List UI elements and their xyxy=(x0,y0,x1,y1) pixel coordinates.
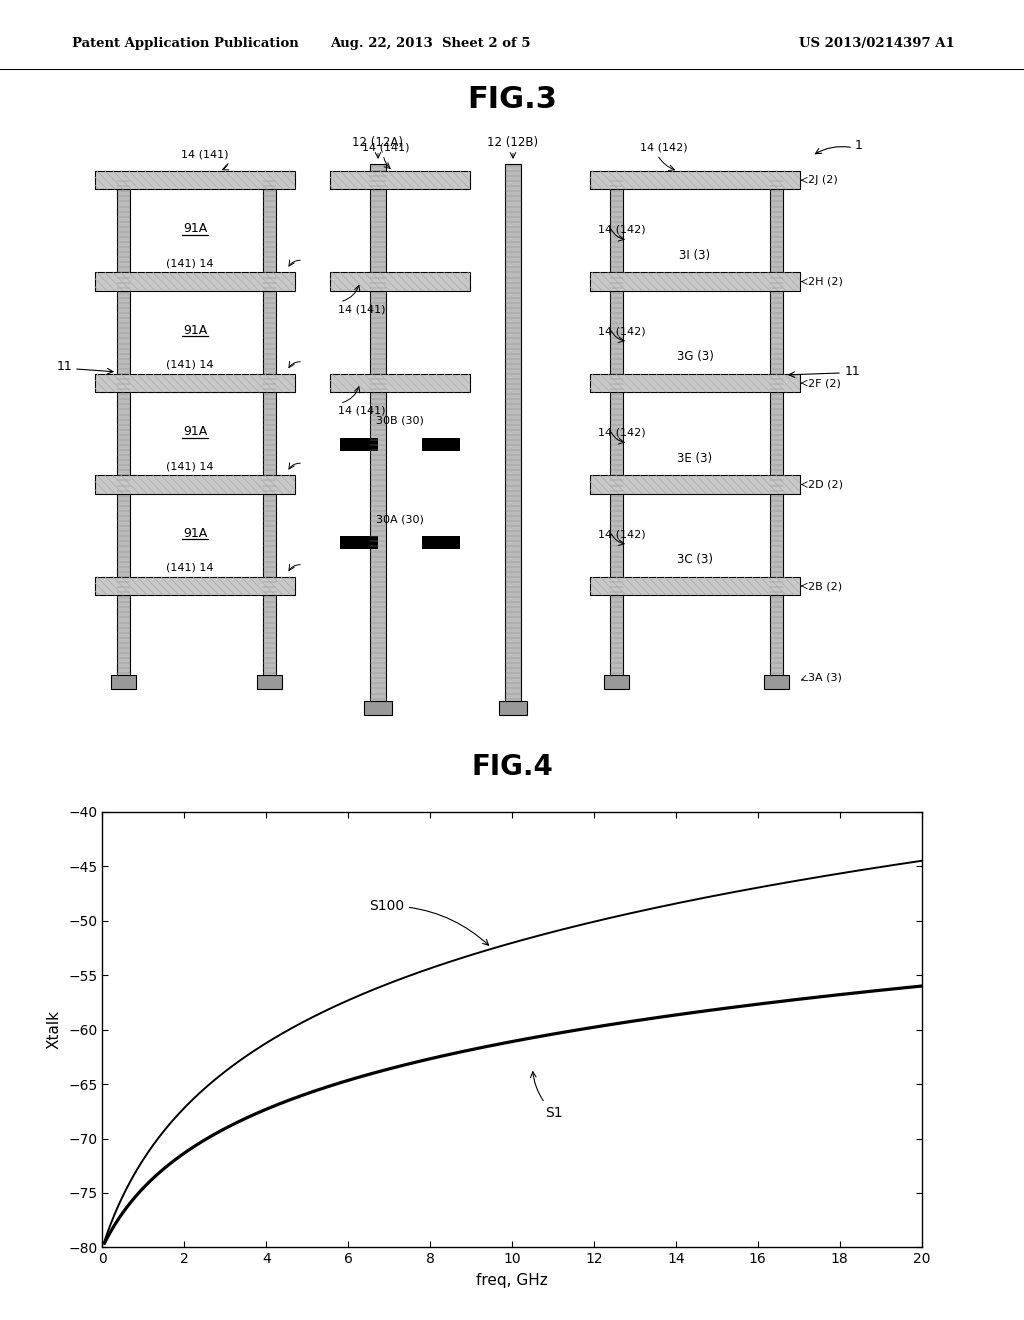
Text: 91A: 91A xyxy=(183,425,207,438)
Text: 30A (30): 30A (30) xyxy=(376,513,424,524)
Text: 2H (2): 2H (2) xyxy=(808,277,843,286)
Y-axis label: Xtalk: Xtalk xyxy=(46,1010,61,1049)
Text: (141) 14: (141) 14 xyxy=(166,461,214,471)
Text: (141) 14: (141) 14 xyxy=(166,259,214,268)
Bar xyxy=(330,272,470,290)
Text: 3A (3): 3A (3) xyxy=(808,672,842,682)
Bar xyxy=(590,272,800,290)
Text: 30B (30): 30B (30) xyxy=(376,416,424,425)
Text: S100: S100 xyxy=(369,899,488,945)
Text: (141) 14: (141) 14 xyxy=(166,562,214,573)
Text: 2B (2): 2B (2) xyxy=(808,581,842,591)
Bar xyxy=(590,475,800,494)
Bar xyxy=(111,676,136,689)
Text: 3G (3): 3G (3) xyxy=(677,350,714,363)
Text: 14 (142): 14 (142) xyxy=(598,326,645,337)
Bar xyxy=(422,438,460,451)
Bar xyxy=(764,676,790,689)
Text: Aug. 22, 2013  Sheet 2 of 5: Aug. 22, 2013 Sheet 2 of 5 xyxy=(330,37,530,50)
Text: 14 (141): 14 (141) xyxy=(338,304,385,314)
X-axis label: freq, GHz: freq, GHz xyxy=(476,1274,548,1288)
Bar xyxy=(370,164,386,702)
Text: 14 (142): 14 (142) xyxy=(598,428,645,438)
Bar xyxy=(95,272,295,290)
Text: Patent Application Publication: Patent Application Publication xyxy=(72,37,298,50)
Bar xyxy=(330,172,470,189)
Text: 91A: 91A xyxy=(183,323,207,337)
Bar xyxy=(610,180,623,676)
Bar xyxy=(95,374,295,392)
Text: FIG.4: FIG.4 xyxy=(471,754,553,781)
Bar xyxy=(340,536,378,549)
Text: 11: 11 xyxy=(845,366,861,379)
Text: 14 (142): 14 (142) xyxy=(640,143,687,153)
Text: 3I (3): 3I (3) xyxy=(680,248,711,261)
Bar xyxy=(364,701,392,715)
Text: 14 (141): 14 (141) xyxy=(362,143,410,153)
Text: US 2013/0214397 A1: US 2013/0214397 A1 xyxy=(799,37,954,50)
Bar xyxy=(117,180,130,676)
Bar xyxy=(340,438,378,451)
Bar xyxy=(257,676,282,689)
Text: 14 (142): 14 (142) xyxy=(598,529,645,540)
Text: 3E (3): 3E (3) xyxy=(678,451,713,465)
Text: 2J (2): 2J (2) xyxy=(808,176,838,185)
Bar xyxy=(95,172,295,189)
Bar xyxy=(95,475,295,494)
Bar xyxy=(95,577,295,595)
Bar xyxy=(604,676,629,689)
Bar xyxy=(770,180,783,676)
Bar xyxy=(590,374,800,392)
Bar xyxy=(499,701,527,715)
Bar xyxy=(422,536,460,549)
Text: 91A: 91A xyxy=(183,527,207,540)
Text: 11: 11 xyxy=(56,360,72,374)
Text: 14 (142): 14 (142) xyxy=(598,224,645,235)
Text: 3C (3): 3C (3) xyxy=(677,553,713,566)
Text: 12 (12A): 12 (12A) xyxy=(352,136,403,149)
Text: 12 (12B): 12 (12B) xyxy=(487,136,539,149)
Text: 14 (141): 14 (141) xyxy=(338,405,385,416)
Bar xyxy=(263,180,276,676)
Bar xyxy=(330,374,470,392)
Bar xyxy=(590,577,800,595)
Bar xyxy=(590,172,800,189)
Text: S1: S1 xyxy=(530,1072,562,1119)
Text: FIG.3: FIG.3 xyxy=(467,84,557,114)
Text: (141) 14: (141) 14 xyxy=(166,360,214,370)
Text: 14 (141): 14 (141) xyxy=(181,150,228,160)
Text: 2D (2): 2D (2) xyxy=(808,479,843,490)
Text: 2F (2): 2F (2) xyxy=(808,378,841,388)
Text: 91A: 91A xyxy=(183,222,207,235)
Text: 1: 1 xyxy=(855,139,863,152)
Bar xyxy=(505,164,521,702)
